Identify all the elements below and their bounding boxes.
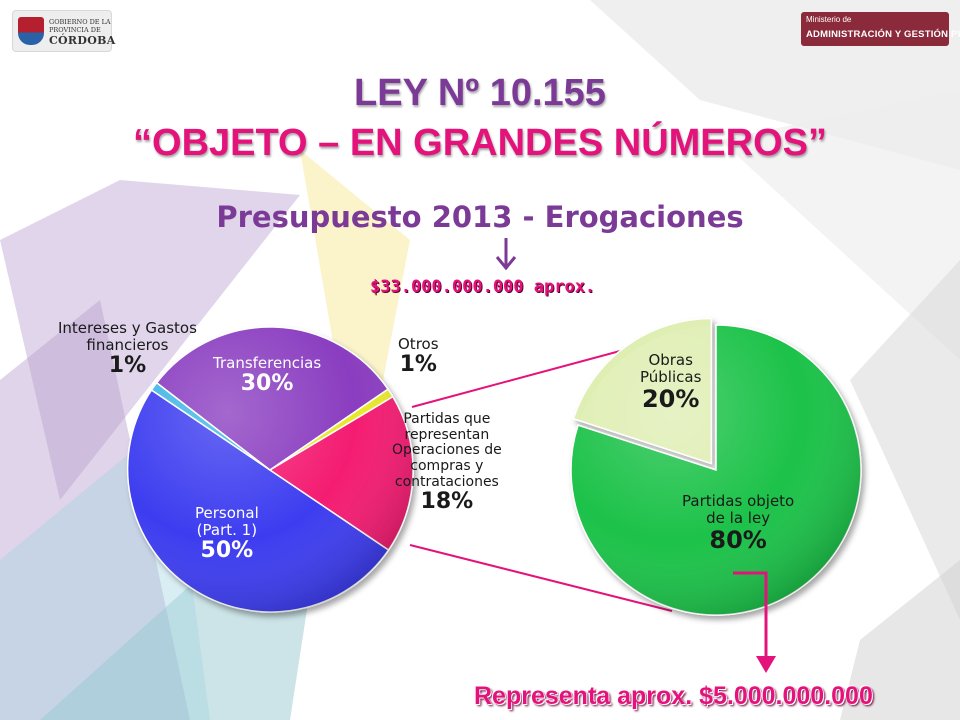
label-otros-value-label: 1%	[399, 351, 437, 377]
footer-note: Representa aprox. $5.000.000.000	[474, 682, 873, 710]
label-partidas-ley-category-line-1: Partidas objeto	[682, 492, 795, 510]
logo-right-line1: Ministerio de	[806, 15, 852, 24]
label-partidas-category-line-4: compras y	[410, 458, 484, 475]
label-partidas-category-line-5: contrataciones	[394, 473, 499, 490]
label-personal-category-line-2: (Part. 1)	[196, 520, 258, 539]
pie-2-gloss	[571, 325, 861, 615]
label-personal-value-label: 50%	[200, 537, 254, 563]
callout-arrow-icon	[756, 656, 776, 673]
slide-title: LEY Nº 10.155	[354, 72, 606, 114]
callout-arrow-shaft	[733, 571, 768, 662]
label-partidas-value-label: 18%	[420, 489, 474, 515]
label-obras-publicas-category-line-1: Obras	[648, 351, 693, 369]
connector-line-bottom	[409, 544, 673, 612]
logo-left-line1: GOBIERNO DE LA	[49, 18, 111, 26]
down-arrow-icon	[495, 256, 517, 271]
label-partidas-ley: Partidas objeto de la ley 80%	[682, 493, 794, 553]
logo-left-line3: CÓRDOBA	[49, 34, 116, 47]
logo-left-line2: PROVINCIA DE	[49, 26, 101, 34]
label-transferencias-value-label: 30%	[240, 370, 294, 396]
label-otros: Otros 1%	[398, 336, 439, 377]
label-otros-category-line-1: Otros	[398, 335, 439, 353]
gobierno-cordoba-logo: GOBIERNO DE LA PROVINCIA DE CÓRDOBA	[12, 10, 115, 52]
total-amount: $33.000.000.000 aprox.	[370, 277, 596, 297]
label-intereses-value-label: 1%	[108, 352, 147, 378]
label-obras-publicas: Obras Públicas 20%	[640, 352, 701, 412]
label-transferencias: Transferencias 30%	[213, 355, 321, 396]
label-obras-publicas-category-line-2: Públicas	[640, 367, 702, 386]
label-obras-publicas-value-label: 20%	[641, 384, 700, 413]
label-partidas-category-line-1: Partidas que	[403, 411, 491, 427]
label-intereses-category-line-2: financieros	[86, 335, 169, 354]
pie-1-gloss	[127, 327, 413, 613]
ministerio-logo: Ministerio de ADMINISTRACIÓN Y GESTIÓN P…	[801, 12, 960, 46]
label-personal: Personal (Part. 1) 50%	[195, 505, 259, 563]
label-intereses-category-line-1: Intereses y Gastos	[58, 319, 197, 337]
label-intereses: Intereses y Gastos financieros 1%	[58, 320, 197, 378]
province-seal-icon	[18, 17, 44, 45]
label-partidas: Partidas que representan Operaciones de com…	[392, 411, 502, 515]
slide-title-quote: “OBJETO – EN GRANDES NÚMEROS”	[133, 122, 827, 164]
label-partidas-ley-category-line-2: de la ley	[706, 508, 771, 527]
label-partidas-ley-value-label: 80%	[709, 525, 767, 554]
chart-subtitle: Presupuesto 2013 - Erogaciones	[216, 200, 744, 234]
label-transferencias-category-line-1: Transferencias	[213, 354, 322, 372]
label-personal-category-line-1: Personal	[195, 504, 259, 522]
label-partidas-category-line-3: Operaciones de	[392, 442, 502, 459]
label-partidas-category-line-2: representan	[404, 426, 490, 443]
logo-right-line2: ADMINISTRACIÓN Y GESTIÓN PÚBLICA	[806, 29, 960, 40]
